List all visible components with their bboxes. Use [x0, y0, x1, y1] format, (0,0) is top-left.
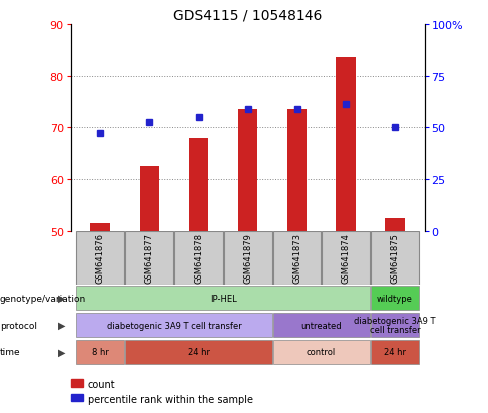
Bar — [140, 167, 159, 231]
Text: 24 hr: 24 hr — [384, 348, 406, 356]
FancyBboxPatch shape — [76, 313, 272, 337]
FancyBboxPatch shape — [76, 286, 370, 311]
Text: GSM641876: GSM641876 — [96, 233, 105, 284]
FancyBboxPatch shape — [322, 231, 370, 285]
FancyBboxPatch shape — [224, 231, 272, 285]
Bar — [238, 110, 258, 231]
FancyBboxPatch shape — [76, 340, 124, 364]
Text: 24 hr: 24 hr — [187, 348, 209, 356]
Text: control: control — [307, 348, 336, 356]
Text: GSM641877: GSM641877 — [145, 233, 154, 284]
Text: 8 hr: 8 hr — [92, 348, 109, 356]
Text: GSM641873: GSM641873 — [292, 233, 301, 284]
FancyBboxPatch shape — [371, 340, 419, 364]
Text: ▶: ▶ — [59, 347, 66, 357]
Text: count: count — [88, 379, 116, 389]
FancyBboxPatch shape — [125, 231, 173, 285]
Bar — [189, 138, 208, 231]
FancyBboxPatch shape — [174, 231, 223, 285]
FancyBboxPatch shape — [273, 340, 370, 364]
Text: untreated: untreated — [301, 321, 342, 330]
Text: genotype/variation: genotype/variation — [0, 294, 86, 303]
Text: ▶: ▶ — [59, 320, 66, 330]
Bar — [90, 223, 110, 231]
FancyBboxPatch shape — [371, 286, 419, 311]
Bar — [385, 218, 405, 231]
Text: percentile rank within the sample: percentile rank within the sample — [88, 394, 253, 404]
Text: wildtype: wildtype — [377, 294, 413, 303]
Text: ▶: ▶ — [59, 293, 66, 304]
FancyBboxPatch shape — [371, 313, 419, 337]
FancyBboxPatch shape — [273, 313, 370, 337]
Title: GDS4115 / 10548146: GDS4115 / 10548146 — [173, 8, 323, 22]
Text: GSM641875: GSM641875 — [390, 233, 400, 284]
FancyBboxPatch shape — [125, 340, 272, 364]
Text: IP-HEL: IP-HEL — [210, 294, 237, 303]
Text: GSM641878: GSM641878 — [194, 233, 203, 284]
Bar — [287, 110, 306, 231]
Text: protocol: protocol — [0, 321, 37, 330]
Text: time: time — [0, 348, 20, 356]
Text: diabetogenic 3A9 T cell transfer: diabetogenic 3A9 T cell transfer — [106, 321, 242, 330]
Text: diabetogenic 3A9 T
cell transfer: diabetogenic 3A9 T cell transfer — [354, 316, 436, 335]
FancyBboxPatch shape — [76, 231, 124, 285]
Bar — [336, 58, 356, 231]
FancyBboxPatch shape — [371, 231, 419, 285]
Text: GSM641879: GSM641879 — [243, 233, 252, 284]
Text: GSM641874: GSM641874 — [342, 233, 350, 284]
FancyBboxPatch shape — [273, 231, 321, 285]
